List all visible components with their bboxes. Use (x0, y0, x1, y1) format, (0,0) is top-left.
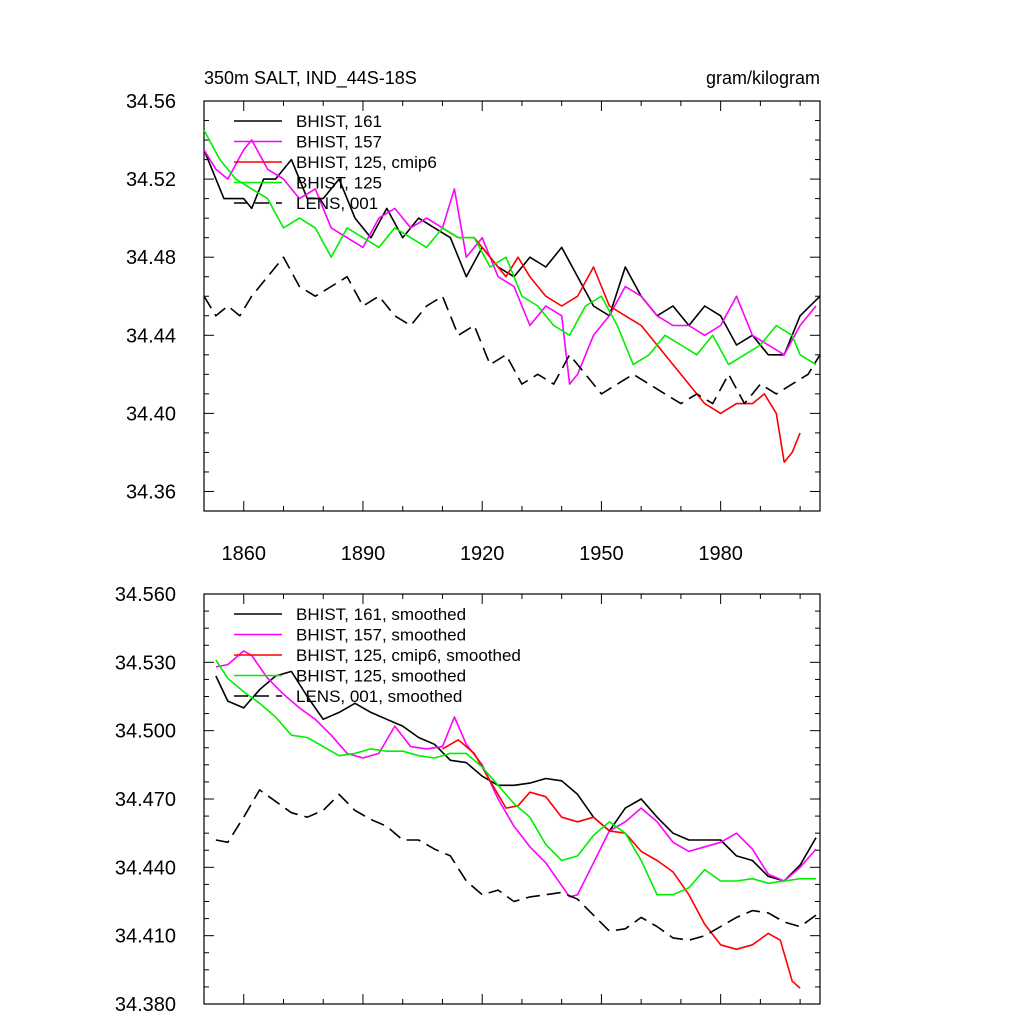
legend-label: BHIST, 157, smoothed (296, 626, 466, 645)
y-tick-label: 34.530 (115, 652, 176, 674)
x-tick-label: 1890 (341, 543, 386, 565)
y-tick-label: 34.40 (126, 403, 176, 425)
y-tick-label: 34.500 (115, 721, 176, 743)
series-line-1 (203, 149, 821, 356)
top-plot-frame (203, 100, 821, 512)
y-tick-label: 34.48 (126, 247, 176, 269)
legend-label: BHIST, 125, cmip6, smoothed (296, 646, 521, 665)
series-line-5 (203, 256, 821, 405)
x-tick-label: 1920 (460, 543, 505, 565)
x-tick-label: 1950 (579, 543, 624, 565)
x-tick-label: 1980 (698, 543, 743, 565)
top-panel-units: gram/kilogram (706, 68, 820, 88)
legend-label: BHIST, 125 (296, 174, 382, 193)
top-series-lines (203, 129, 821, 464)
top-panel: 350m SALT, IND_44S-18S gram/kilogram 34.… (126, 68, 821, 565)
y-tick-label: 34.440 (115, 857, 176, 879)
bottom-legend: BHIST, 161, smoothed BHIST, 157, smoothed… (234, 605, 521, 706)
series-line-4 (203, 129, 817, 366)
y-tick-label: 34.44 (126, 325, 176, 347)
x-tick-label: 1860 (221, 543, 266, 565)
bottom-series-lines (215, 650, 817, 989)
y-tick-label: 34.56 (126, 91, 176, 113)
legend-label: BHIST, 157 (296, 133, 382, 152)
legend-label: LENS, 001 (296, 194, 378, 213)
y-tick-label: 34.52 (126, 169, 176, 191)
top-panel-title: 350m SALT, IND_44S-18S (204, 68, 417, 89)
y-tick-label: 34.470 (115, 789, 176, 811)
bottom-panel: 34.560 34.530 34.500 34.470 34.440 34.410 34.3… (115, 584, 821, 1016)
series-line-1 (215, 670, 817, 882)
series-line-2 (203, 139, 817, 385)
legend-label: LENS, 001, smoothed (296, 687, 462, 706)
series-line-5 (215, 789, 817, 942)
y-tick-label: 34.36 (126, 481, 176, 503)
legend-label: BHIST, 125, smoothed (296, 667, 466, 686)
series-line-4 (215, 659, 816, 896)
bottom-axes: 34.560 34.530 34.500 34.470 34.440 34.410 34.3… (115, 584, 820, 1016)
series-line-2 (215, 650, 817, 898)
series-line-3 (442, 227, 801, 464)
y-tick-label: 34.410 (115, 926, 176, 948)
legend-label: BHIST, 161, smoothed (296, 605, 466, 624)
y-tick-label: 34.560 (115, 584, 176, 606)
legend-label: BHIST, 161 (296, 112, 382, 131)
legend-label: BHIST, 125, cmip6 (296, 153, 437, 172)
y-tick-label: 34.380 (115, 994, 176, 1016)
series-line-3 (442, 738, 801, 989)
top-axes: 34.56 34.52 34.48 34.44 34.40 34.36 1860 1890 19… (126, 91, 820, 565)
